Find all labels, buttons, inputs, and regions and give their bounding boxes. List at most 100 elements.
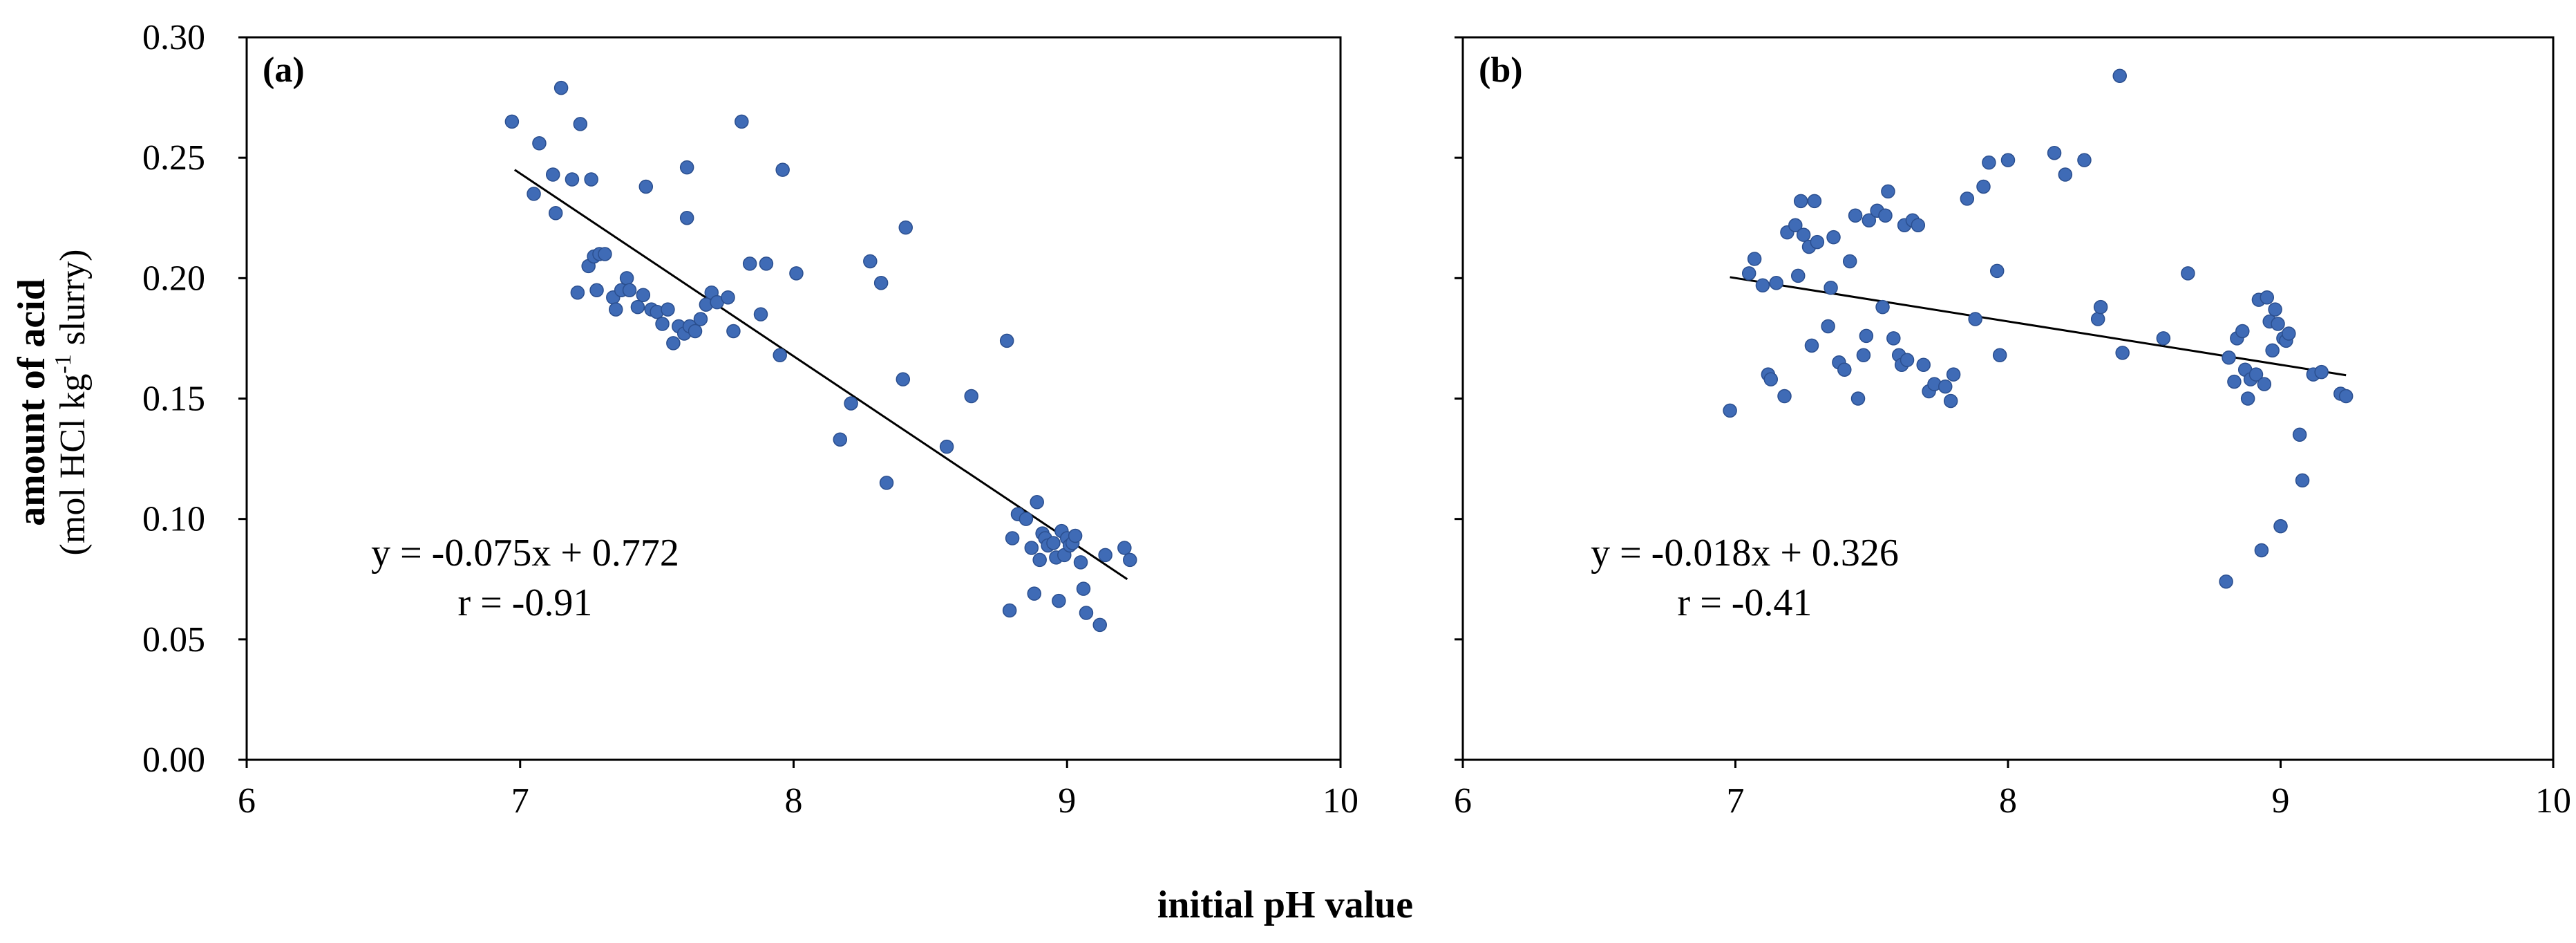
panel-b-data-point: [1878, 208, 1893, 223]
panel-a-data-point: [1117, 541, 1132, 555]
panel-a-y-tick-label: 0.10: [142, 500, 205, 539]
panel-b: (b) y = -0.018x + 0.326 r = -0.41 6 7 8 9 10: [1454, 36, 2571, 821]
panel-a-data-point: [833, 432, 848, 447]
panel-b-data-point: [1777, 389, 1792, 404]
panel-a-x-tick-label: 9: [1058, 781, 1076, 821]
panel-a-data-point: [565, 172, 580, 187]
panel-b-data-point: [2222, 351, 2236, 365]
panel-b-data-point: [1793, 194, 1808, 209]
panel-a-data-point: [844, 396, 858, 411]
panel-b-data-point: [2271, 317, 2285, 331]
panel-b-x-tick-label: 7: [1727, 781, 1745, 821]
panel-b-data-point: [1992, 348, 2007, 363]
panel-a-data-point: [873, 276, 889, 290]
panel-a-data-point: [1030, 495, 1044, 510]
panel-b-data-point: [2047, 145, 2062, 160]
panel-b-data-point: [2338, 389, 2354, 404]
panel-b-data-point: [1938, 379, 1953, 394]
panel-b-data-point: [1911, 218, 1926, 232]
panel-a-x-tick-label: 6: [238, 781, 256, 821]
panel-b-data-point: [2235, 324, 2250, 339]
panel-a-data-point: [742, 256, 757, 271]
panel-b-data-point: [1989, 263, 2005, 279]
panel-a-data-point: [721, 290, 735, 305]
panel-a-data-point: [1098, 548, 1112, 563]
y-axis-label-unit-post: slurry): [53, 250, 93, 355]
panel-a-data-point: [896, 372, 911, 386]
panel-a-data-point: [548, 206, 563, 221]
panel-b-data-point: [1982, 155, 1996, 170]
panel-b-data-point: [1804, 338, 1819, 353]
panel-b-x-tick-label: 9: [2272, 781, 2290, 821]
panel-a-data-point: [638, 179, 654, 194]
panel-b-data-point: [1856, 348, 1871, 363]
panel-b-data-point: [2257, 377, 2272, 391]
panel-a-data-point: [589, 283, 604, 297]
panel-a-data-point: [999, 333, 1014, 348]
panel-a-label: (a): [263, 50, 305, 90]
panel-a-data-point: [1027, 586, 1042, 601]
panel-b-data-point: [1862, 213, 1877, 227]
panel-b-data-point: [1741, 266, 1756, 281]
panel-a-data-point: [1024, 541, 1039, 555]
panel-a-data-point: [1068, 528, 1083, 543]
y-axis-label: amount of acid (mol HCl kg-1 slurry): [10, 250, 93, 556]
panel-b-data-point: [2295, 473, 2310, 488]
panel-a-data-point: [688, 324, 703, 339]
panel-a-equation: y = -0.075x + 0.772: [371, 532, 679, 575]
panel-b-data-point: [2219, 574, 2233, 589]
panel-a-data-point: [1123, 552, 1137, 568]
panel-b-data-point: [1837, 362, 1852, 377]
y-axis-label-unit-sup: -1: [50, 354, 76, 373]
panel-a-data-point: [1079, 606, 1094, 620]
panel-a-x-tick-label: 10: [1323, 781, 1358, 821]
panel-a-data-point: [679, 211, 694, 225]
panel-a-data-point: [789, 266, 804, 281]
panel-a-data-point: [759, 256, 774, 271]
panel-b-data-point: [1850, 391, 1866, 406]
panel-b-points: [1723, 68, 2354, 589]
panel-b-data-point: [2090, 312, 2105, 326]
panel-b-x-tick-label: 6: [1454, 781, 1472, 821]
panel-b-data-point: [2268, 302, 2282, 317]
panel-a-data-point: [863, 254, 878, 269]
panel-b-data-point: [1848, 208, 1863, 223]
panel-b-data-point: [1859, 328, 1874, 344]
panel-b-data-point: [2000, 153, 2016, 167]
panel-a-data-point: [1002, 603, 1017, 618]
panel-a-data-point: [1032, 552, 1047, 568]
panel-b-data-point: [1723, 403, 1737, 418]
panel-a-data-point: [735, 114, 749, 129]
panel-b-data-point: [1821, 319, 1835, 334]
panel-b-data-point: [1842, 254, 1857, 269]
panel-a-data-point: [655, 317, 670, 331]
panel-a-data-point: [1076, 581, 1091, 596]
panel-b-r-value: r = -0.41: [1678, 581, 1812, 624]
panel-b-data-point: [1900, 353, 1915, 368]
panel-b-data-point: [2112, 68, 2127, 83]
panel-a-data-point: [939, 439, 954, 454]
panel-a-data-point: [609, 302, 623, 317]
panel-b-equation: y = -0.018x + 0.326: [1591, 532, 1899, 575]
panel-b-data-point: [2240, 391, 2255, 406]
x-axis-label: initial pH value: [1157, 884, 1413, 926]
panel-a-data-point: [773, 348, 787, 363]
panel-b-data-point: [2254, 543, 2269, 558]
panel-a-ticks: 6 7 8 9 10 0.00 0.05 0.10 0.15 0.20 0.25 0.30: [142, 18, 1358, 821]
panel-a-y-tick-label: 0.15: [142, 380, 205, 419]
panel-b-label: (b): [1479, 50, 1523, 90]
panel-b-ticks: 6 7 8 9 10: [1454, 36, 2571, 821]
panel-b-data-point: [1976, 179, 1991, 194]
panel-a-y-tick-label: 0.05: [142, 620, 205, 660]
panel-b-x-tick-label: 8: [1999, 781, 2017, 821]
panel-a-data-point: [753, 307, 768, 321]
panel-a-y-tick-label: 0.00: [142, 740, 205, 780]
panel-a-y-tick-label: 0.30: [142, 18, 205, 57]
panel-a-data-point: [898, 220, 913, 235]
panel-b-data-point: [2314, 364, 2329, 380]
panel-b-data-point: [1943, 393, 1958, 409]
panel-a-data-point: [570, 285, 585, 300]
panel-b-data-point: [1946, 367, 1961, 382]
panel-b-x-tick-label: 10: [2535, 781, 2571, 821]
panel-b-data-point: [1788, 218, 1803, 232]
